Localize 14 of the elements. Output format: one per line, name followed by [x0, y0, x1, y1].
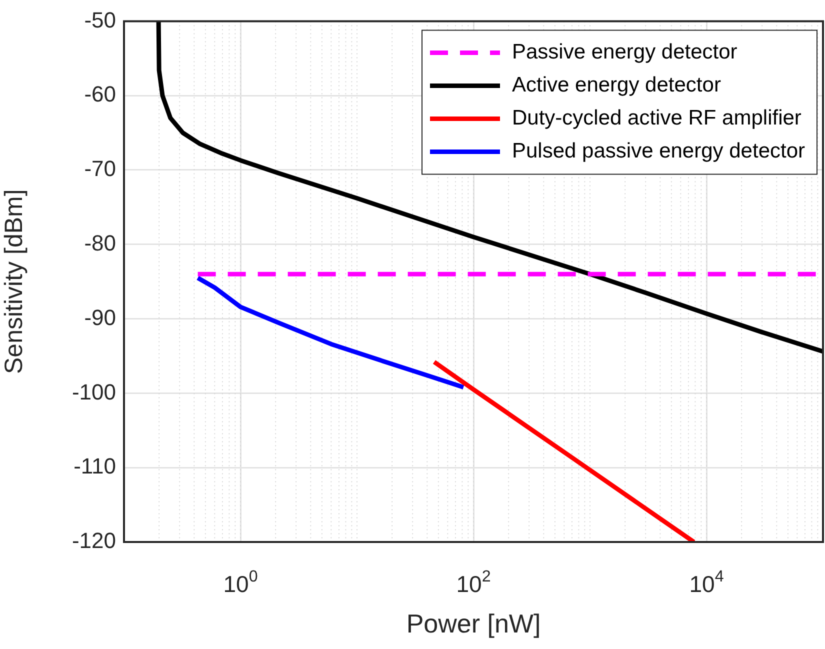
y-tick-label: -60 [84, 82, 116, 107]
legend-label: Passive energy detector [512, 40, 738, 64]
y-tick-label: -50 [84, 7, 116, 32]
legend-label: Duty-cycled active RF amplifier [512, 106, 802, 130]
x-axis-title: Power [nW] [406, 608, 541, 639]
y-tick-label: -100 [72, 379, 116, 404]
y-tick-label: -120 [72, 528, 116, 554]
y-tick-label: -80 [84, 230, 116, 256]
y-tick-label: -110 [74, 454, 116, 479]
y-tick-label: -90 [84, 304, 116, 330]
y-tick-label: -70 [84, 156, 116, 182]
legend-label: Pulsed passive energy detector [512, 139, 806, 162]
legend-label: Active energy detector [512, 73, 721, 96]
y-axis-title: Sensitivity [dBm] [0, 189, 28, 374]
